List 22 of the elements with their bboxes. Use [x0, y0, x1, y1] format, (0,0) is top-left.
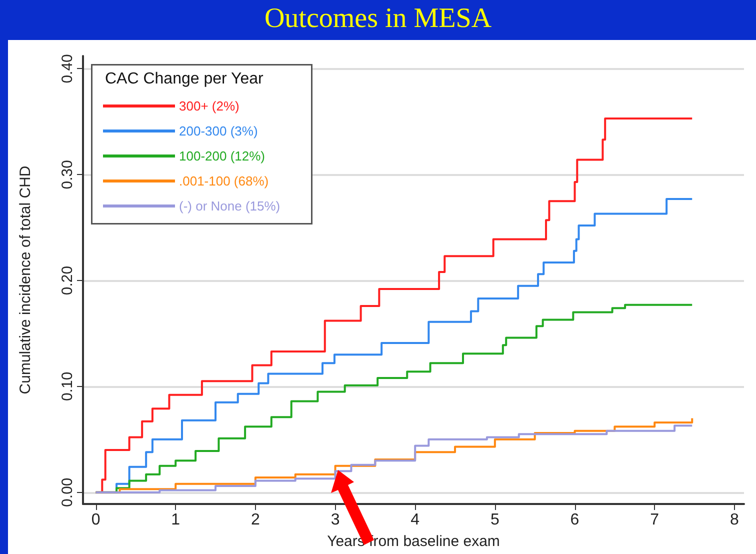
- y-tick-label: 0.40: [59, 54, 76, 84]
- text: .001-100 (68%): [179, 174, 269, 188]
- y-tick-label: 0.30: [59, 160, 76, 190]
- text: 200-300 (3%): [179, 124, 258, 138]
- x-tick-label: 1: [171, 512, 180, 528]
- x-tick-label: 3: [330, 512, 340, 528]
- legend-title: CAC Change per Year: [105, 70, 264, 88]
- y-tick-label: 0.20: [59, 266, 76, 296]
- x-tick-label: 0: [91, 512, 100, 528]
- x-tick-label: 5: [490, 512, 500, 528]
- chart-title: Outcomes in MESA: [263, 2, 493, 36]
- x-tick-label: 2: [250, 512, 260, 528]
- text: 300+ (2%): [179, 98, 240, 114]
- text: 100-200 (12%): [179, 148, 265, 164]
- x-tick-label: 7: [650, 512, 660, 528]
- x-tick-label: 8: [730, 512, 739, 528]
- text: (-) or None (15%): [179, 198, 280, 214]
- x-tick-label: 6: [570, 512, 580, 528]
- x-tick-label: 4: [410, 512, 420, 528]
- y-axis-title: Cumulative incidence of total CHD: [17, 166, 34, 394]
- y-tick-label: 0.00: [59, 478, 76, 507]
- y-tick-label: 0.10: [59, 372, 76, 402]
